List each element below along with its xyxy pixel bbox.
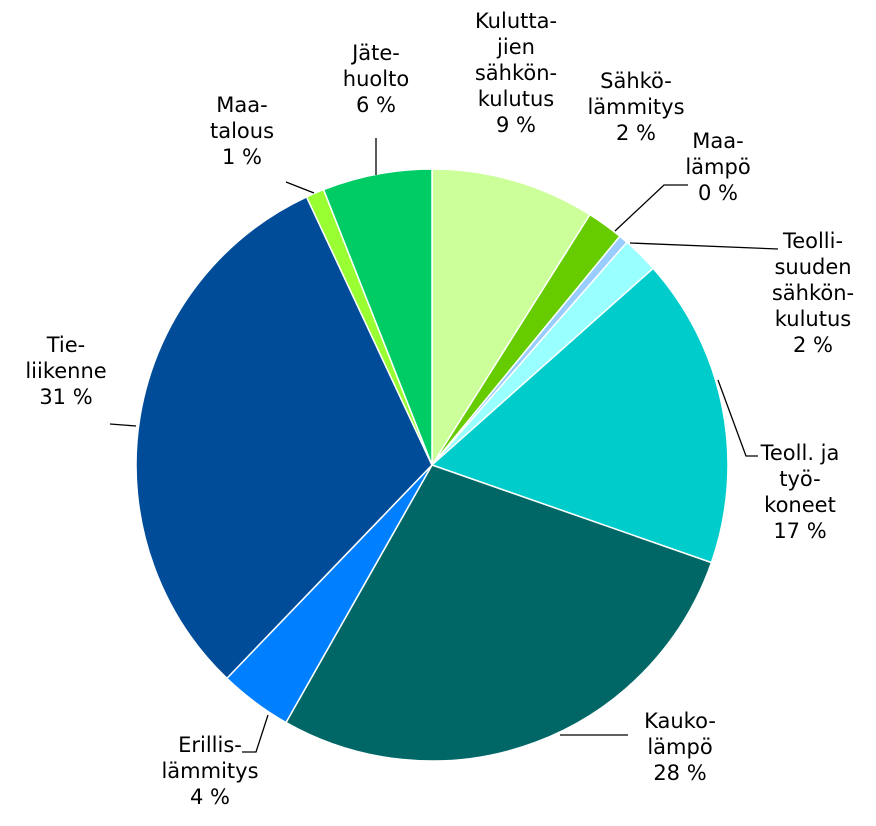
slice-label-line: lämmitys <box>587 95 684 119</box>
slice-label-line: Sähkö- <box>600 69 672 93</box>
slice-label-line: sähkön- <box>475 61 557 85</box>
slice-label-line: suuden <box>774 255 851 279</box>
slice-labels: Kulutta-jien sähkön-kulutus 9 %Sähkö-lämmi… <box>25 9 854 809</box>
slice-label-2: Sähkö-lämmitys 2 % <box>587 69 684 145</box>
slice-label-line: Teoll. ja <box>760 441 840 465</box>
leader-line-8 <box>109 423 137 427</box>
pie-slice-10 <box>322 168 433 466</box>
slice-label-3: Maa-lämpö 0 % <box>685 129 750 205</box>
slice-label-line: koneet <box>764 493 836 517</box>
slice-label-line: työ- <box>779 467 820 491</box>
slice-label-line: Tie- <box>46 333 86 357</box>
slice-label-line: lämpö <box>685 155 750 179</box>
slice-label-line: jien <box>496 35 535 59</box>
slice-label-line: huolto <box>343 67 409 91</box>
slice-label-9: Maa-talous 1 % <box>210 93 274 169</box>
slice-label-1: Kulutta-jien sähkön-kulutus 9 % <box>475 9 557 137</box>
slice-label-8: Tie-liikenne 31 % <box>25 333 106 409</box>
slice-label-line: lämpö <box>647 735 712 759</box>
slice-label-6: Kauko-lämpö 28 % <box>644 709 716 785</box>
slice-label-line: talous <box>210 119 274 143</box>
slice-label-line: Kauko- <box>644 709 716 733</box>
slice-label-line: 2 % <box>616 121 656 145</box>
slice-label-line: Kulutta- <box>475 9 557 33</box>
leader-line-7 <box>242 714 269 753</box>
slice-label-line: 17 % <box>773 519 826 543</box>
slice-label-line: Erillis- <box>178 733 242 757</box>
slice-label-4: Teolli-suuden sähkön-kulutus 2 % <box>772 229 854 357</box>
pie-slice-6 <box>284 464 713 762</box>
slice-label-line: 1 % <box>222 145 262 169</box>
slice-label-line: 9 % <box>496 113 536 137</box>
slice-label-line: Maa- <box>216 93 267 117</box>
pie-slice-1 <box>431 168 591 468</box>
leader-line-9 <box>285 181 315 194</box>
leader-line-3 <box>614 184 688 232</box>
slice-label-line: 0 % <box>698 181 738 205</box>
leader-line-5 <box>717 379 758 457</box>
slice-label-line: Teolli- <box>782 229 843 253</box>
slice-label-7: Erillis-lämmitys 4 % <box>161 733 258 809</box>
leader-line-4 <box>629 242 779 250</box>
slice-label-line: 28 % <box>653 761 706 785</box>
slice-label-line: 4 % <box>190 785 230 809</box>
pie-slice-8 <box>135 195 433 680</box>
slice-label-5: Teoll. ja työ-koneet 17 % <box>760 441 840 543</box>
slice-label-line: 31 % <box>39 385 92 409</box>
slice-label-10: Jäte-huolto 6 % <box>343 41 409 117</box>
slice-label-line: 2 % <box>793 333 833 357</box>
pie-slice-5 <box>430 267 729 564</box>
pie-slices <box>135 168 729 762</box>
slice-label-line: Jäte- <box>350 41 400 65</box>
slice-label-line: 6 % <box>356 93 396 117</box>
slice-label-line: sähkön- <box>772 281 854 305</box>
slice-label-line: lämmitys <box>161 759 258 783</box>
slice-label-line: liikenne <box>25 359 106 383</box>
slice-label-line: kulutus <box>775 307 851 331</box>
slice-label-line: Maa- <box>692 129 743 153</box>
slice-label-line: kulutus <box>478 87 554 111</box>
